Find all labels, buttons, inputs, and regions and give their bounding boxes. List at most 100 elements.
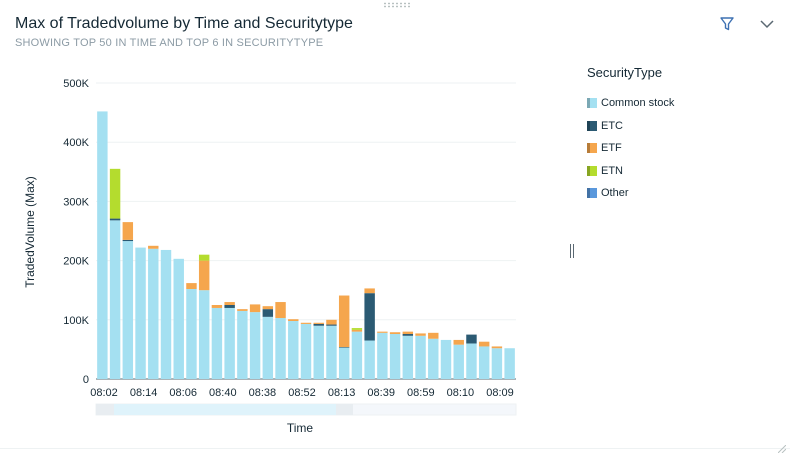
bar-segment [351, 328, 363, 330]
bar-segment [198, 290, 210, 379]
bar-segment [364, 340, 375, 379]
chart-title: Max of Tradedvolume by Time and Security… [15, 15, 353, 32]
bar-segment [389, 334, 401, 379]
bar-segment [377, 331, 388, 333]
bar-segment [275, 302, 286, 319]
legend-label: ETF [601, 142, 622, 155]
bar-segment [262, 316, 274, 379]
chart-subtitle: SHOWING TOP 50 IN TIME AND TOP 6 IN SECU… [15, 37, 324, 49]
x-tick-label: 08:52 [288, 387, 316, 399]
bar-segment [338, 347, 350, 348]
y-tick-label: 100K [63, 315, 89, 327]
bar-segment [364, 293, 375, 341]
bar-segment [453, 344, 464, 379]
bar-segment [428, 338, 439, 379]
legend-label: ETC [601, 119, 623, 132]
bars [97, 111, 515, 380]
x-tick-label: 08:38 [249, 387, 277, 399]
divider [0, 448, 790, 449]
bar-segment [478, 346, 490, 379]
x-tick-label: 08:40 [209, 387, 237, 399]
legend-item[interactable]: ETN [587, 160, 674, 183]
resize-corner-icon[interactable] [777, 440, 787, 454]
legend-label: Common stock [601, 97, 675, 110]
bar-segment [275, 318, 286, 379]
chevron-down-icon[interactable] [757, 14, 777, 34]
bar-segment [313, 322, 324, 324]
bar-segment [148, 245, 159, 249]
bar-segment [402, 334, 414, 336]
bar-segment [135, 247, 146, 379]
bar-segment [237, 310, 248, 379]
x-tick-label: 08:14 [130, 387, 158, 399]
legend-swatch [587, 98, 597, 109]
x-tick-label: 08:10 [447, 387, 475, 399]
bar-segment [262, 306, 274, 310]
legend-item[interactable]: ETC [587, 115, 674, 138]
x-tick-label: 08:02 [90, 387, 118, 399]
x-tick-label: 08:59 [407, 387, 435, 399]
bar-segment [415, 333, 426, 336]
bar-segment [288, 320, 299, 379]
bar-segment [338, 295, 350, 348]
bar-segment [122, 222, 134, 240]
bar-segment [211, 305, 223, 308]
x-axis-label: Time [287, 421, 314, 435]
scrollbar-left-handle[interactable] [96, 404, 114, 415]
bar-segment [466, 343, 477, 379]
bar-segment [160, 249, 172, 379]
bar-segment [300, 322, 312, 324]
bar-segment [249, 304, 261, 313]
bar-segment [122, 241, 134, 379]
y-axis-label: TradedVolume (Max) [23, 176, 37, 288]
y-tick-label: 300K [63, 196, 89, 208]
bar-segment [326, 324, 337, 326]
scrollbar-right-handle[interactable] [336, 404, 353, 415]
bar-segment [224, 305, 235, 308]
bar-segment [122, 239, 134, 242]
filter-icon[interactable] [717, 14, 737, 34]
bar-segment [491, 346, 503, 349]
bar-segment [402, 335, 414, 379]
bar-segment [109, 168, 121, 219]
bar-segment [338, 347, 350, 379]
bar-segment [186, 283, 197, 290]
bar-segment [351, 329, 363, 332]
x-tick-label: 08:09 [486, 387, 514, 399]
y-tick-labels: 0 100K 200K 300K 400K 500K [63, 78, 89, 386]
bar-segment [364, 288, 375, 294]
bar-segment [313, 323, 324, 326]
bar-segment [466, 334, 477, 344]
legend-item[interactable]: Common stock [587, 92, 674, 115]
legend-item[interactable]: Other [587, 182, 674, 205]
bar-segment [300, 323, 312, 379]
bar-segment [211, 307, 223, 379]
bar-segment [377, 332, 388, 379]
bar-chart: TradedVolume (Max) Time 0 100K 200K 300K 400… [23, 78, 517, 435]
bar-segment [148, 248, 159, 379]
bar-segment [402, 331, 414, 335]
bar-segment [428, 332, 439, 339]
y-tick-label: 200K [63, 256, 89, 268]
bar-segment [224, 307, 235, 379]
scrollbar[interactable] [95, 403, 517, 416]
bar-segment [389, 332, 401, 335]
bar-segment [97, 111, 108, 380]
bar-segment [415, 335, 426, 379]
scrollbar-thumb[interactable] [114, 404, 336, 415]
bar-segment [109, 218, 121, 221]
legend-label: ETN [601, 164, 623, 177]
bar-segment [491, 348, 503, 379]
bar-segment [186, 289, 197, 379]
y-tick-label: 400K [63, 137, 89, 149]
bar-segment [478, 341, 490, 347]
bar-segment [173, 258, 184, 379]
bar-segment [313, 325, 324, 379]
legend-item[interactable]: ETF [587, 137, 674, 160]
bar-segment [249, 312, 261, 379]
x-tick-label: 08:39 [367, 387, 395, 399]
resize-handle[interactable] [570, 244, 574, 258]
legend-label: Other [601, 187, 629, 200]
drag-handle[interactable] [383, 2, 411, 8]
bar-segment [326, 319, 337, 325]
